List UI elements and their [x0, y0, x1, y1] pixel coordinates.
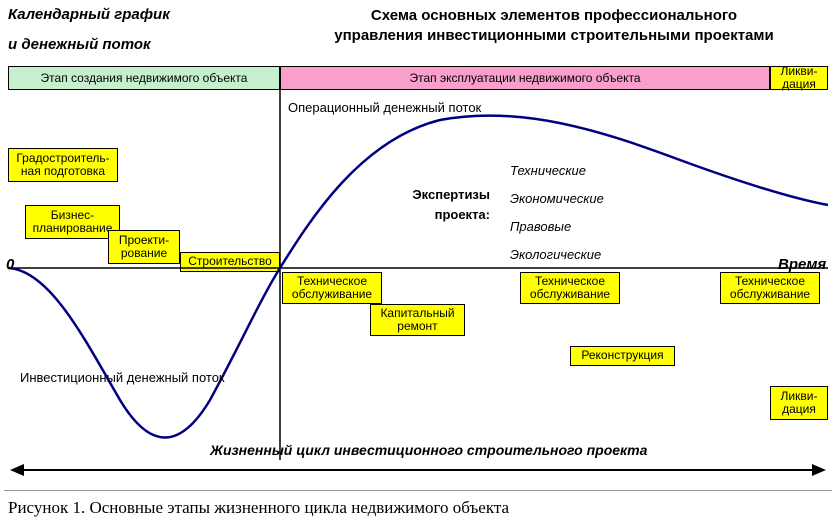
stage-box-5: Капитальный ремонт	[370, 304, 465, 336]
stage-box-2: Проекти- рование	[108, 230, 180, 264]
label-expertise-title: Экспертизы проекта:	[400, 185, 490, 224]
title-right-line2: управления инвестиционными строительными…	[334, 27, 773, 44]
stage-box-7: Реконструкция	[570, 346, 675, 366]
lifecycle-arrow	[10, 464, 826, 476]
diagram-canvas: { "titles": { "left_line1": "Календарный…	[0, 0, 836, 526]
divider	[4, 490, 832, 491]
title-left-line2: и денежный поток	[8, 36, 151, 53]
title-right-line1: Схема основных элементов профессионально…	[371, 7, 737, 24]
title-left-line1: Календарный график	[8, 6, 170, 23]
title-right: Схема основных элементов профессионально…	[280, 6, 828, 47]
figure-caption: Рисунок 1. Основные этапы жизненного цик…	[8, 498, 509, 518]
stage-box-4: Техническое обслуживание	[282, 272, 382, 304]
stage-box-0: Градостроитель- ная подготовка	[8, 148, 118, 182]
phase-liquidation: Ликви- дация	[770, 66, 828, 90]
stage-box-8: Техническое обслуживание	[720, 272, 820, 304]
stage-box-3: Строительство	[180, 252, 280, 272]
expertise-title-text: Экспертизы проекта:	[412, 187, 490, 222]
expertise-item-3: Экологические	[510, 247, 601, 262]
label-inv-cash-flow: Инвестиционный денежный поток	[20, 370, 225, 385]
stage-box-1: Бизнес- планирование	[25, 205, 120, 239]
expertise-item-1: Экономические	[510, 191, 604, 206]
phase-operation: Этап эксплуатации недвижимого объекта	[280, 66, 770, 90]
expertise-item-0: Технические	[510, 163, 586, 178]
label-op-cash-flow: Операционный денежный поток	[288, 100, 481, 115]
zero-label: 0	[6, 256, 14, 273]
stage-box-6: Техническое обслуживание	[520, 272, 620, 304]
time-label: Время	[778, 256, 826, 273]
expertise-item-2: Правовые	[510, 219, 571, 234]
stage-box-9: Ликви- дация	[770, 386, 828, 420]
phase-creation: Этап создания недвижимого объекта	[8, 66, 280, 90]
label-lifecycle: Жизненный цикл инвестиционного строитель…	[210, 442, 647, 458]
cash-flow-curve	[8, 116, 828, 438]
